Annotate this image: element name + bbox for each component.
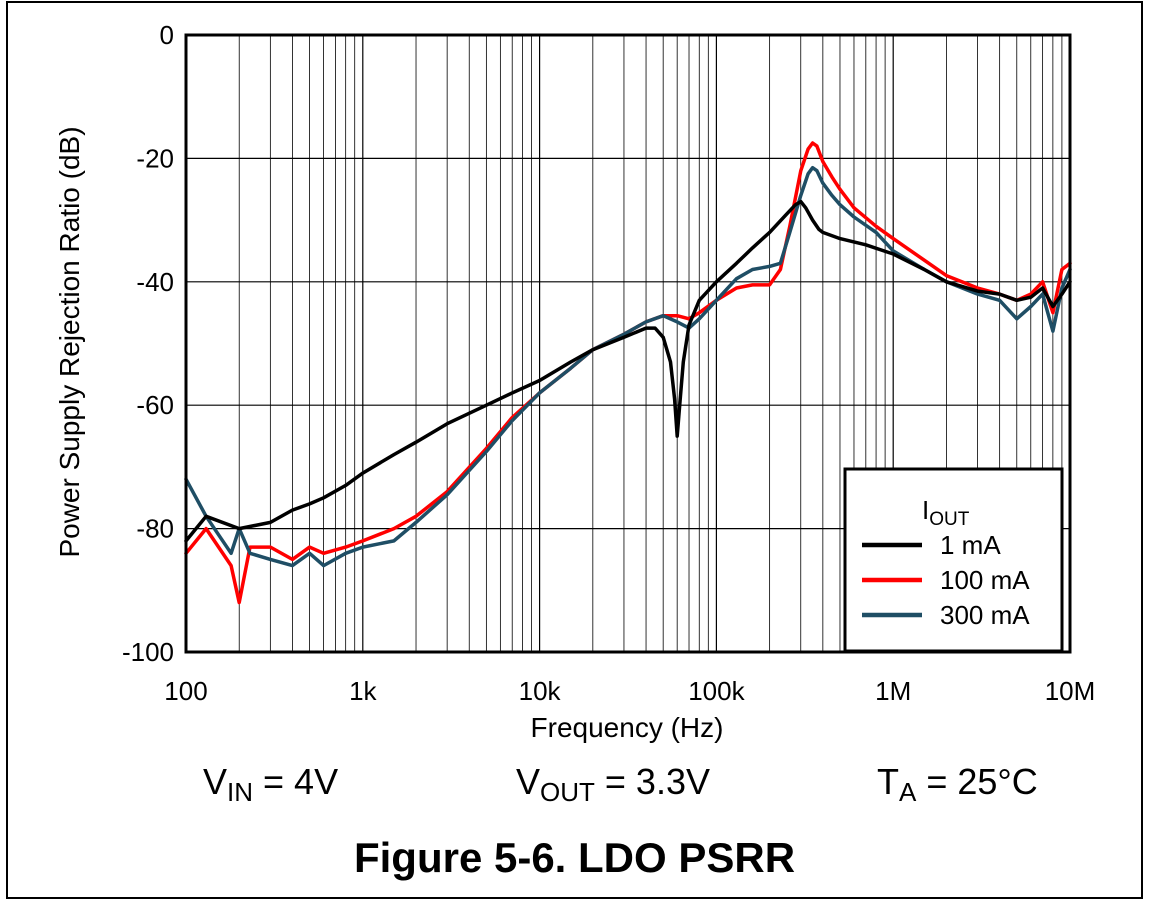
y-tick-labels: 0 -20 -40 -60 -80 -100 — [122, 20, 174, 667]
y-tick-label: -100 — [122, 637, 174, 667]
series-line-1-ma — [184, 199, 1072, 543]
condition-vout: VOUT = 3.3V — [516, 761, 710, 807]
legend-box — [843, 467, 1064, 653]
condition-vin: VIN = 4V — [203, 761, 339, 807]
y-axis-label: Power Supply Rejection Ratio (dB) — [54, 126, 85, 557]
legend-label: 300 mA — [940, 600, 1030, 630]
plot-area-border — [184, 33, 1072, 654]
x-tick-labels: 100 1k 10k 100k 1M 10M — [164, 676, 1095, 706]
condition-ta: TA = 25°C — [877, 761, 1038, 807]
y-tick-label: -20 — [136, 143, 174, 173]
x-tick-label: 1k — [349, 676, 377, 706]
y-tick-label: 0 — [160, 20, 174, 50]
series-lines — [184, 141, 1072, 605]
legend-label: 100 mA — [940, 565, 1030, 595]
x-tick-label: 1M — [875, 676, 911, 706]
x-tick-label: 100k — [688, 676, 745, 706]
legend-title: IOUT — [922, 495, 970, 530]
x-tick-label: 10k — [519, 676, 562, 706]
figure-caption: Figure 5-6. LDO PSRR — [353, 834, 796, 881]
y-tick-label: -40 — [136, 267, 174, 297]
y-tick-label: -80 — [136, 514, 174, 544]
x-axis-label: Frequency (Hz) — [531, 712, 724, 743]
y-tick-label: -60 — [136, 390, 174, 420]
x-tick-label: 10M — [1045, 676, 1096, 706]
legend: 1 mA 100 mA 300 mA — [843, 467, 1064, 653]
figure-border — [6, 1, 1143, 899]
legend-label: 1 mA — [940, 530, 1001, 560]
x-tick-label: 100 — [164, 676, 207, 706]
